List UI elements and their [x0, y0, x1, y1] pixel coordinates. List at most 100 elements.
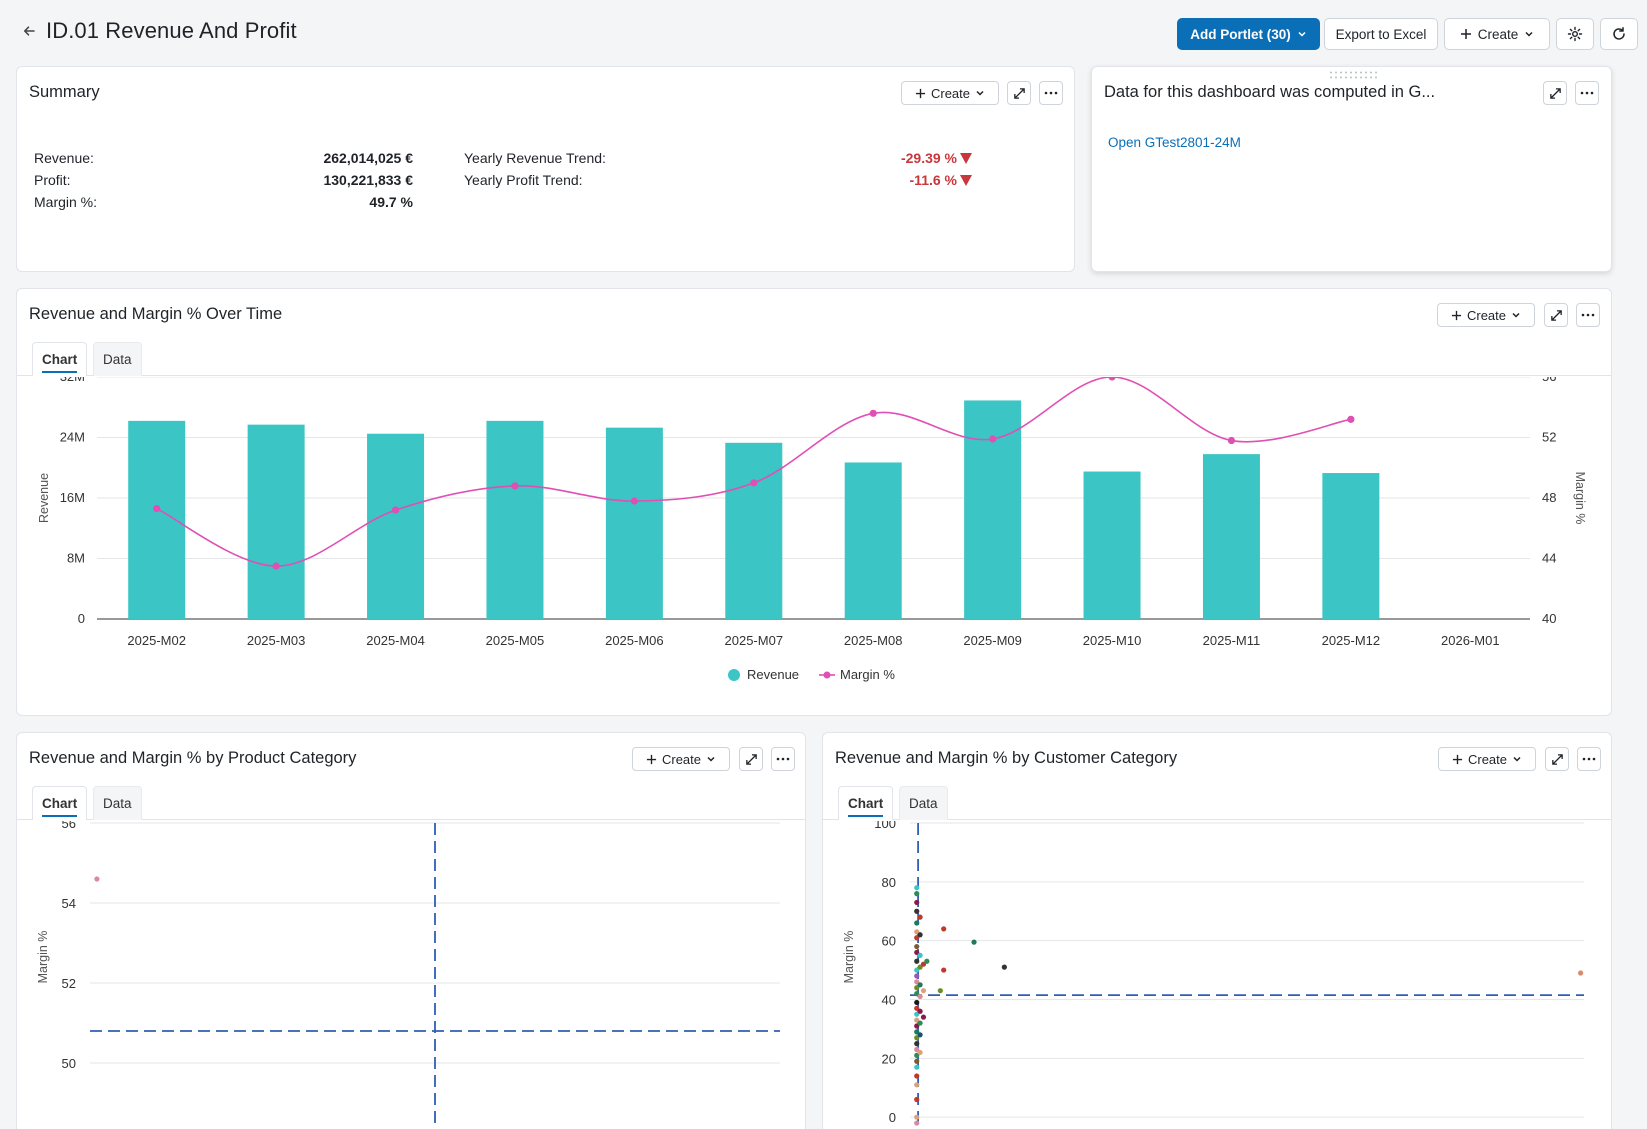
revenue-bar [844, 462, 902, 619]
page-header: ID.01 Revenue And Profit Add Portlet (30… [0, 0, 1647, 66]
data-point [914, 920, 920, 926]
product-category-portlet: Revenue and Margin % by Product Category… [16, 732, 806, 1129]
export-label: Export to Excel [1335, 26, 1427, 42]
summary-expand-button[interactable] [1007, 81, 1031, 105]
chevron-down-icon [1525, 31, 1533, 37]
y2-tick-label: 48 [1542, 490, 1556, 505]
chevron-down-icon [707, 756, 715, 762]
product-create-button[interactable]: Create [632, 747, 730, 771]
refresh-icon [1613, 27, 1625, 40]
x-tick-label: 2025-M05 [486, 633, 545, 648]
y-tick-label: 80 [882, 875, 896, 890]
back-arrow-icon[interactable] [22, 24, 38, 40]
tab-chart[interactable]: Chart [32, 786, 88, 820]
data-point [914, 1096, 920, 1103]
margin-point [750, 479, 758, 487]
profit-trend-value: -11.6 % [909, 172, 957, 188]
plus-icon [646, 754, 657, 764]
more-icon [776, 757, 790, 761]
chevron-down-icon [976, 90, 984, 96]
y-tick-label: 24M [60, 430, 85, 445]
data-point [914, 1120, 920, 1126]
info-expand-button[interactable] [1543, 81, 1567, 105]
revenue-trend-value: -29.39 % [900, 150, 957, 166]
more-icon [1581, 313, 1595, 317]
customer-category-scatter-chart: 0 20 40 60 80 100 Margin % [842, 821, 1584, 1129]
y-tick-label: 40 [882, 993, 896, 1008]
data-point [917, 1049, 923, 1056]
plus-icon [915, 88, 926, 98]
summary-portlet: Summary Create Revenue: 262,014,025 € Pr… [16, 66, 1075, 272]
info-portlet: Data for this dashboard was computed in … [1091, 66, 1612, 272]
data-point [914, 935, 920, 941]
product-expand-button[interactable] [739, 747, 763, 771]
y-tick-label: 8M [67, 551, 85, 566]
y-tick-label: 100 [874, 821, 896, 831]
customer-expand-button[interactable] [1545, 747, 1569, 771]
data-point [941, 967, 947, 973]
margin-line [156, 377, 1352, 567]
data-point [914, 973, 920, 979]
summary-create-button[interactable]: Create [901, 81, 999, 105]
y-tick-label: 54 [62, 896, 76, 911]
data-point [971, 939, 977, 945]
data-point [937, 988, 943, 994]
time-chart-more-button[interactable] [1576, 303, 1600, 327]
data-point [914, 943, 920, 950]
data-point [924, 958, 930, 964]
refresh-button[interactable] [1600, 18, 1638, 50]
customer-create-button[interactable]: Create [1438, 747, 1536, 771]
time-chart-create-button[interactable]: Create [1437, 303, 1535, 327]
data-point [914, 1011, 920, 1017]
create-label: Create [930, 85, 971, 101]
margin-label: Margin %: [34, 194, 98, 210]
tab-chart[interactable]: Chart [838, 786, 894, 820]
data-point [914, 991, 920, 997]
revenue-bar [725, 442, 783, 619]
time-chart-tabs: Chart Data [17, 336, 1611, 376]
summary-title: Summary [29, 83, 100, 101]
plus-icon [1452, 754, 1463, 764]
create-label: Create [1466, 307, 1507, 323]
data-point [914, 929, 920, 935]
x-tick-label: 2025-M10 [1083, 633, 1142, 648]
expand-icon [1550, 309, 1562, 321]
open-project-link[interactable]: Open GTest2801-24M [1108, 135, 1241, 150]
drag-handle-icon[interactable] [1329, 70, 1379, 80]
data-point [914, 891, 920, 897]
tab-data[interactable]: Data [93, 342, 142, 376]
gear-icon [1567, 26, 1583, 42]
summary-more-button[interactable] [1039, 81, 1063, 105]
data-point [914, 885, 920, 891]
x-tick-label: 2025-M03 [247, 633, 306, 648]
x-tick-label: 2025-M02 [127, 633, 186, 648]
tab-data[interactable]: Data [899, 786, 948, 820]
y-tick-label: 20 [882, 1051, 896, 1066]
margin-value: 49.7 % [369, 194, 413, 210]
time-chart-expand-button[interactable] [1544, 303, 1568, 327]
y-tick-label: 60 [882, 934, 896, 949]
x-tick-label: 2025-M12 [1322, 633, 1381, 648]
create-label: Create [1467, 751, 1508, 767]
margin-point [391, 506, 400, 514]
margin-point [989, 435, 997, 443]
data-point [914, 985, 920, 991]
data-point [917, 964, 923, 970]
add-portlet-button[interactable]: Add Portlet (30) [1177, 18, 1320, 50]
expand-icon [1549, 87, 1561, 99]
x-tick-label: 2025-M04 [366, 633, 425, 648]
tab-data[interactable]: Data [93, 786, 142, 820]
product-more-button[interactable] [771, 747, 795, 771]
create-button[interactable]: Create [1444, 18, 1550, 50]
trend-down-icon [960, 153, 972, 164]
settings-button[interactable] [1556, 18, 1594, 50]
tab-chart[interactable]: Chart [32, 342, 88, 376]
export-to-excel-button[interactable]: Export to Excel [1324, 18, 1438, 50]
revenue-label: Revenue: [34, 150, 94, 166]
y-tick-label: 56 [62, 821, 76, 831]
info-more-button[interactable] [1575, 81, 1599, 105]
customer-more-button[interactable] [1577, 747, 1601, 771]
expand-icon [745, 753, 757, 765]
create-label: Create [1477, 26, 1519, 42]
revenue-bar [964, 400, 1022, 619]
